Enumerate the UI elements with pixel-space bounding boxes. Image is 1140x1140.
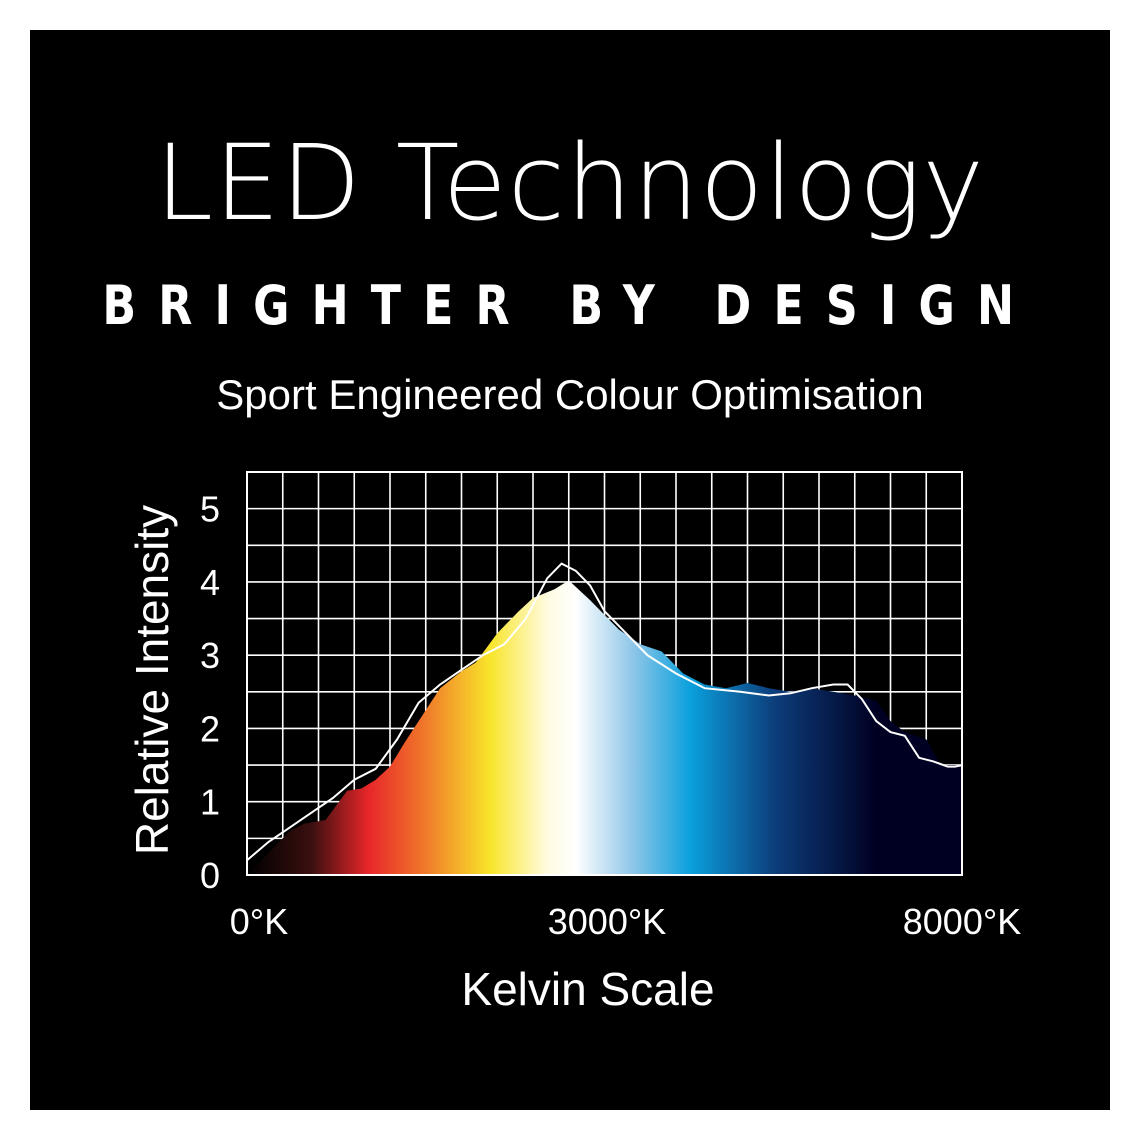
y-tick-label: 0 [200, 855, 220, 896]
y-tick-label: 1 [200, 782, 220, 823]
y-tick-label: 5 [200, 489, 220, 530]
intensity-line [246, 562, 963, 862]
spectrum-area [247, 580, 962, 875]
y-tick-labels: 0 1 2 3 4 5 [200, 489, 220, 896]
y-tick-label: 2 [200, 708, 220, 749]
y-tick-label: 3 [200, 635, 220, 676]
subtitle: Sport Engineered Colour Optimisation [216, 371, 924, 418]
x-tick-label: 3000°K [548, 901, 667, 942]
plot-frame [246, 471, 963, 876]
x-tick-labels: 0°K 3000°K 8000°K [230, 901, 1021, 942]
y-axis-label: Relative Intensity [126, 505, 178, 855]
page-title: LED Technology [155, 122, 985, 244]
x-tick-label: 8000°K [903, 901, 1022, 942]
background-panel [30, 30, 1110, 1110]
y-tick-label: 4 [200, 562, 220, 603]
tagline: BRIGHTER BY DESIGN [102, 274, 1037, 337]
x-tick-label: 0°K [230, 901, 288, 942]
x-axis-label: Kelvin Scale [461, 963, 714, 1015]
